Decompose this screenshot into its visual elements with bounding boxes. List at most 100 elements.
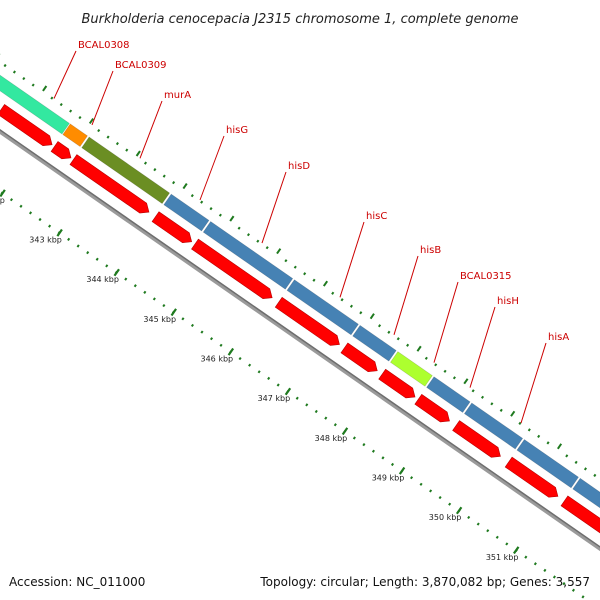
kbp-label: 342 kbp xyxy=(0,196,5,205)
outer-tick xyxy=(556,443,563,450)
cds-arrow xyxy=(452,420,501,458)
outer-tick xyxy=(97,128,101,133)
kbp-major-tick xyxy=(0,189,6,198)
accession-text: Accession: NC_011000 xyxy=(9,575,146,589)
inner-tick xyxy=(248,363,252,367)
kbp-label: 351 kbp xyxy=(486,553,519,562)
inner-tick xyxy=(467,515,471,520)
gene-label-bcal0308: BCAL0308 xyxy=(78,40,130,51)
inner-tick xyxy=(48,224,52,228)
outer-tick xyxy=(229,215,235,222)
inner-tick xyxy=(162,303,166,308)
outer-tick xyxy=(471,389,475,393)
gene-label-bcal0315: BCAL0315 xyxy=(460,271,512,282)
gene-block xyxy=(81,136,171,205)
gene-leader-line xyxy=(261,171,287,244)
outer-tick xyxy=(377,324,382,328)
kbp-major-tick xyxy=(455,506,463,515)
inner-tick xyxy=(448,502,452,506)
gene-label-mura: murA xyxy=(164,90,191,101)
gene-label-hisg: hisG xyxy=(226,125,248,136)
outer-tick xyxy=(42,85,48,92)
outer-tick xyxy=(396,337,400,341)
inner-tick xyxy=(324,416,328,420)
outer-tick xyxy=(135,150,141,157)
outer-tick xyxy=(153,168,157,172)
inner-tick xyxy=(143,290,147,294)
inner-tick xyxy=(86,251,90,255)
gene-label-hisb: hisB xyxy=(420,245,441,256)
outer-tick-ring xyxy=(0,53,597,478)
gene-block xyxy=(62,123,88,147)
inner-tick xyxy=(105,264,109,268)
inner-tick xyxy=(419,482,423,486)
inner-tick xyxy=(486,529,490,533)
outer-tick xyxy=(510,410,516,417)
outer-tick xyxy=(22,76,26,81)
outer-tick xyxy=(200,200,204,204)
gene-leader-line xyxy=(520,342,547,424)
cds-arrow xyxy=(340,342,378,372)
outer-tick xyxy=(565,454,569,458)
kbp-major-tick xyxy=(513,546,520,555)
gene-block xyxy=(390,351,433,387)
gene-label-hish: hisH xyxy=(497,296,519,307)
gene-leader-line xyxy=(433,281,459,363)
outer-tick xyxy=(312,278,316,282)
kbp-major-tick xyxy=(284,387,292,396)
inner-tick xyxy=(124,277,128,281)
inner-tick xyxy=(190,323,194,328)
kbp-labels: 342 kbp 343 kbp 344 kbp 345 kbp 346 kbp 347 k… xyxy=(0,196,518,562)
inner-tick xyxy=(95,257,99,261)
cds-arrow xyxy=(560,495,600,534)
gene-block xyxy=(516,439,579,489)
inner-tick xyxy=(362,443,366,447)
gene-label-hisa: hisA xyxy=(548,332,569,343)
outer-tick xyxy=(106,135,110,139)
inner-tick-ring xyxy=(0,189,585,599)
kbp-label: 349 kbp xyxy=(372,474,405,483)
inner-tick xyxy=(276,383,280,387)
gene-block xyxy=(352,324,397,362)
inner-tick xyxy=(505,542,509,546)
outer-tick xyxy=(463,378,469,385)
outer-tick xyxy=(490,402,494,406)
inner-tick xyxy=(581,595,585,599)
gene-labels: BCAL0308 BCAL0309 murA hisG hisD hisC hisB BCAL… xyxy=(53,40,569,424)
gene-leader-line xyxy=(53,50,77,99)
outer-tick xyxy=(88,117,95,125)
inner-tick xyxy=(390,462,395,467)
inner-tick xyxy=(238,356,242,361)
inner-tick xyxy=(305,403,309,407)
outer-tick xyxy=(293,265,297,269)
outer-tick xyxy=(369,313,375,320)
cds-track xyxy=(0,104,600,534)
kbp-major-tick xyxy=(341,427,349,436)
outer-tick xyxy=(115,142,119,146)
outer-tick xyxy=(209,207,213,211)
gene-label-bcal0309: BCAL0309 xyxy=(115,60,167,71)
inner-tick xyxy=(429,489,433,493)
outer-tick xyxy=(172,181,176,185)
gene-leader-line xyxy=(199,135,225,201)
outer-tick xyxy=(499,408,503,412)
inner-tick xyxy=(200,330,204,334)
kbp-major-tick xyxy=(56,228,63,237)
outer-tick xyxy=(190,194,194,198)
inner-tick xyxy=(333,423,337,427)
outer-tick xyxy=(518,421,522,425)
outer-tick xyxy=(31,83,35,87)
outer-tick xyxy=(322,280,329,287)
kbp-major-tick xyxy=(398,466,406,475)
gene-label-hisc: hisC xyxy=(366,211,387,222)
kbp-label: 347 kbp xyxy=(258,394,291,403)
gene-block xyxy=(572,477,600,509)
outer-tick xyxy=(434,363,438,367)
kbp-label: 343 kbp xyxy=(29,236,62,245)
gene-block xyxy=(426,376,471,413)
inner-tick xyxy=(495,535,499,539)
cds-arrow xyxy=(191,238,273,299)
outer-tick xyxy=(480,395,485,399)
inner-tick xyxy=(352,436,356,440)
outer-tick xyxy=(593,473,597,478)
